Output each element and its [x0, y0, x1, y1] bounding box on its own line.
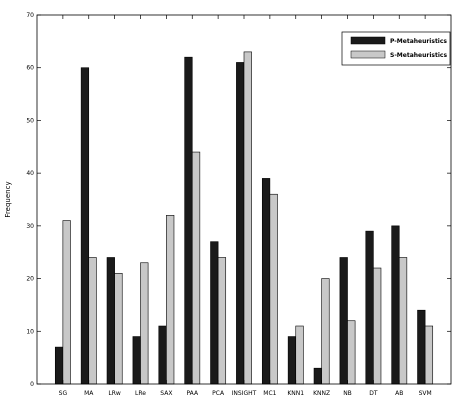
x-tick-label: SAX — [160, 390, 172, 397]
x-tick-label: DT — [369, 390, 378, 397]
x-tick-label: LRe — [135, 390, 146, 397]
y-tick-label: 10 — [26, 328, 34, 335]
bar-p-sg — [54, 346, 64, 385]
plot-frame — [36, 14, 452, 385]
bar-s-paa — [191, 151, 201, 385]
bar-p-knnz — [313, 367, 322, 385]
y-axis: 0 10 20 30 40 50 60 70 — [26, 12, 451, 388]
bar-s-nb — [347, 320, 356, 385]
x-tick-label: MC1 — [263, 390, 276, 397]
bar-s-dt — [373, 267, 382, 385]
x-tick-label: PAA — [186, 390, 199, 397]
x-tick-label: MA — [84, 390, 94, 397]
bar-p-knn1 — [287, 336, 297, 385]
bar-s-ma — [88, 257, 97, 385]
x-tick-label: PCA — [212, 390, 225, 397]
legend-label: P-Metaheuristics — [390, 38, 447, 45]
bar-s-lre — [140, 262, 149, 385]
bar-p-lre — [132, 336, 141, 385]
bar-s-insight — [243, 51, 252, 385]
x-tick-label: LRw — [108, 390, 121, 397]
x-tick-label: SG — [59, 390, 68, 397]
bar-p-ma — [80, 67, 90, 385]
x-tick-label: KNNZ — [313, 390, 330, 397]
y-axis-label: Frequency — [4, 181, 12, 217]
y-tick-label: 70 — [26, 12, 34, 19]
x-tick-label: NB — [343, 390, 352, 397]
legend: P-Metaheuristics S-Metaheuristics — [341, 31, 451, 66]
bar-s-knn1 — [295, 325, 304, 385]
y-tick-label: 50 — [26, 117, 34, 124]
bar-p-nb — [339, 257, 348, 385]
bar-p-ab — [391, 225, 400, 385]
legend-swatch — [350, 50, 386, 59]
bar-p-sax — [158, 325, 167, 385]
bar-p-lrw — [106, 257, 115, 385]
bar-p-paa — [184, 56, 193, 385]
y-tick-label: 20 — [26, 276, 34, 283]
bar-s-lrw — [114, 272, 123, 385]
y-tick-label: 60 — [26, 65, 34, 72]
x-tick-label: SVM — [419, 390, 432, 397]
bar-s-sg — [62, 220, 71, 385]
bar-p-mc1 — [261, 178, 271, 385]
bar-s-mc1 — [269, 193, 278, 385]
bar-s-svm — [424, 325, 434, 385]
x-axis: SG MA LRw LRe SAX PAA PCA INSIGHT MC1 KNN1 KNNZ NB D… — [59, 15, 432, 397]
bar-s-pca — [217, 257, 227, 385]
bar-p-pca — [210, 241, 219, 385]
y-tick-label: 40 — [26, 170, 34, 177]
legend-label: S-Metaheuristics — [390, 52, 447, 59]
bar-p-insight — [236, 62, 245, 385]
y-tick-label: 30 — [26, 223, 34, 230]
x-tick-label: KNN1 — [287, 390, 304, 397]
x-tick-label: AB — [395, 390, 403, 397]
x-tick-label: INSIGHT — [232, 390, 257, 397]
legend-swatch — [350, 36, 386, 45]
bars-group — [54, 51, 434, 385]
bar-p-dt — [365, 230, 374, 385]
y-tick-label: 0 — [30, 381, 34, 388]
bar-s-knnz — [321, 278, 330, 385]
bar-p-svm — [417, 309, 426, 385]
bar-s-ab — [398, 257, 408, 385]
bar-s-sax — [166, 215, 175, 385]
